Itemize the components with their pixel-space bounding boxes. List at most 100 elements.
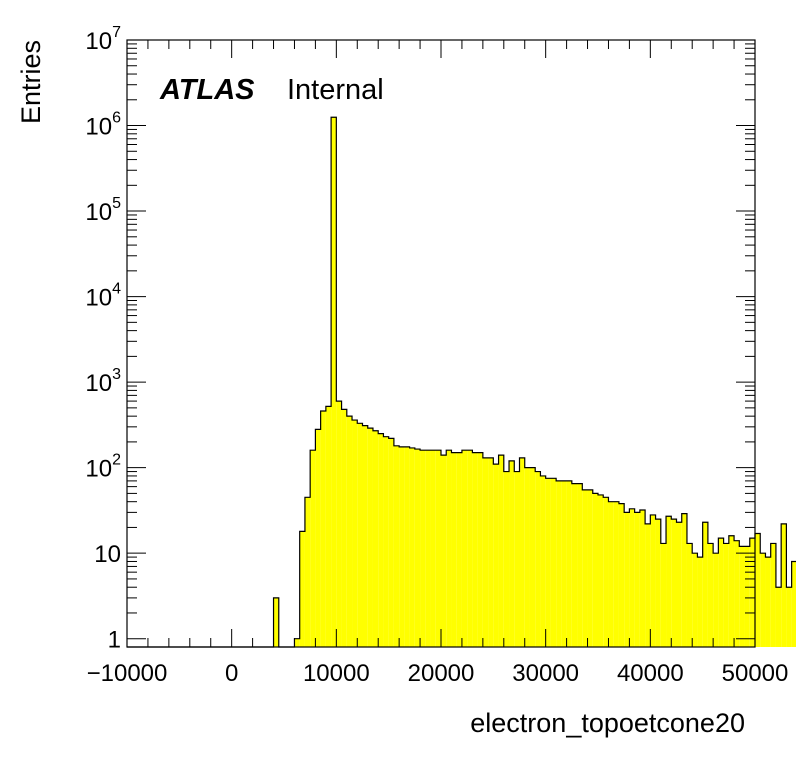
histogram-bar bbox=[404, 446, 410, 647]
histogram-bar bbox=[598, 494, 604, 647]
histogram-bar bbox=[624, 512, 630, 647]
x-tick-label: 30000 bbox=[512, 660, 579, 687]
histogram-bar bbox=[760, 553, 766, 647]
x-tick-label: 0 bbox=[225, 660, 238, 687]
histogram-bar bbox=[707, 543, 714, 647]
histogram-bar bbox=[367, 428, 373, 647]
histogram-bar bbox=[571, 483, 578, 647]
y-tick-label: 1 bbox=[108, 627, 121, 654]
histogram-outline bbox=[127, 116, 796, 648]
histogram-bar bbox=[362, 425, 368, 647]
y-tick-labels: 1 10 102 103 104 105 106 107 bbox=[85, 24, 121, 654]
histogram-bar bbox=[702, 522, 708, 647]
x-tick-label: 40000 bbox=[617, 660, 684, 687]
histogram-bar bbox=[791, 561, 796, 647]
histogram-bar bbox=[545, 478, 551, 647]
y-tick-label: 105 bbox=[85, 195, 121, 226]
histogram-bar bbox=[477, 452, 483, 647]
histogram-bar bbox=[577, 483, 583, 647]
histogram-bar bbox=[472, 452, 478, 647]
histogram-bar bbox=[341, 409, 347, 647]
x-tick-label: 50000 bbox=[722, 660, 789, 687]
y-axis-title: Entries bbox=[16, 40, 46, 124]
histogram-bar bbox=[765, 557, 771, 647]
histogram-bar bbox=[540, 475, 546, 647]
histogram-bar bbox=[587, 489, 593, 647]
histogram-bar bbox=[686, 543, 693, 647]
histogram-bar bbox=[461, 450, 468, 647]
histogram-bar bbox=[320, 410, 326, 647]
atlas-label: ATLAS bbox=[159, 74, 255, 106]
histogram-bar bbox=[273, 597, 279, 647]
histogram-bar bbox=[294, 638, 300, 647]
histogram-bar bbox=[660, 543, 667, 647]
histogram-bar bbox=[608, 501, 614, 647]
x-tick-labels: −10000 0 10000 20000 30000 40000 50000 bbox=[87, 660, 789, 687]
histogram-bar bbox=[519, 457, 525, 647]
histogram-bar bbox=[582, 489, 588, 647]
histogram-bar bbox=[336, 401, 342, 647]
histogram-bar bbox=[650, 514, 656, 647]
histogram-bar bbox=[346, 416, 353, 647]
histogram-bar bbox=[775, 587, 782, 647]
histogram-bars bbox=[127, 116, 796, 648]
histogram-bar bbox=[482, 457, 489, 647]
histogram-bar bbox=[744, 546, 750, 647]
histogram-bar bbox=[645, 523, 651, 647]
histogram-bar bbox=[315, 429, 321, 647]
histogram-bar bbox=[739, 546, 745, 647]
y-tick-label: 107 bbox=[85, 24, 121, 55]
histogram-bar bbox=[634, 512, 640, 647]
histogram-bar bbox=[550, 478, 557, 647]
histogram-bar bbox=[514, 471, 520, 647]
histogram-bar bbox=[697, 557, 703, 647]
histogram-bar bbox=[310, 450, 316, 647]
histogram-bar bbox=[718, 538, 724, 647]
histogram-bar bbox=[728, 535, 735, 647]
histogram-bar bbox=[456, 452, 462, 647]
histogram-bar bbox=[446, 450, 452, 647]
histogram-bar bbox=[493, 464, 499, 647]
y-tick-label: 106 bbox=[85, 110, 121, 141]
histogram-bar bbox=[325, 406, 332, 647]
histogram-bar bbox=[414, 449, 421, 647]
internal-label: Internal bbox=[287, 74, 384, 106]
histogram-bar bbox=[561, 480, 567, 647]
plot-frame bbox=[126, 39, 756, 648]
histogram-bar bbox=[352, 420, 358, 647]
histogram-bar bbox=[655, 519, 661, 647]
histogram-bar bbox=[676, 522, 682, 647]
x-axis-title: electron_topoetcone20 bbox=[470, 708, 745, 738]
histogram-bar bbox=[467, 450, 473, 647]
x-tick-label: 20000 bbox=[408, 660, 475, 687]
histogram-bar bbox=[770, 543, 776, 647]
histogram-bar bbox=[435, 450, 441, 647]
histogram-bar bbox=[372, 430, 379, 647]
y-tick-label: 103 bbox=[85, 366, 121, 397]
histogram-bar bbox=[304, 497, 311, 647]
histogram-bar bbox=[723, 543, 729, 647]
histogram-bar bbox=[666, 516, 672, 647]
histogram-bar bbox=[509, 460, 515, 647]
histogram-bar bbox=[451, 452, 457, 647]
histogram-bar bbox=[713, 553, 719, 647]
histogram-bar bbox=[488, 457, 494, 647]
histogram-bar bbox=[498, 455, 504, 647]
histogram-bar bbox=[681, 513, 687, 647]
histogram-bar bbox=[388, 438, 394, 647]
histogram-bar bbox=[399, 446, 405, 647]
histogram-bar bbox=[749, 538, 755, 647]
histogram-bar bbox=[393, 445, 400, 647]
histogram-bar bbox=[425, 450, 431, 647]
histogram-bar bbox=[618, 503, 625, 647]
x-tick-label: 10000 bbox=[303, 660, 370, 687]
x-tick-label: −10000 bbox=[87, 660, 168, 687]
histogram-bar bbox=[441, 455, 447, 647]
axis-ticks bbox=[126, 39, 756, 647]
histogram-bar bbox=[529, 467, 536, 647]
histogram-bar bbox=[409, 447, 415, 647]
histogram-bar bbox=[786, 587, 792, 647]
histogram-bar bbox=[671, 519, 677, 647]
histogram-bar bbox=[639, 509, 646, 647]
